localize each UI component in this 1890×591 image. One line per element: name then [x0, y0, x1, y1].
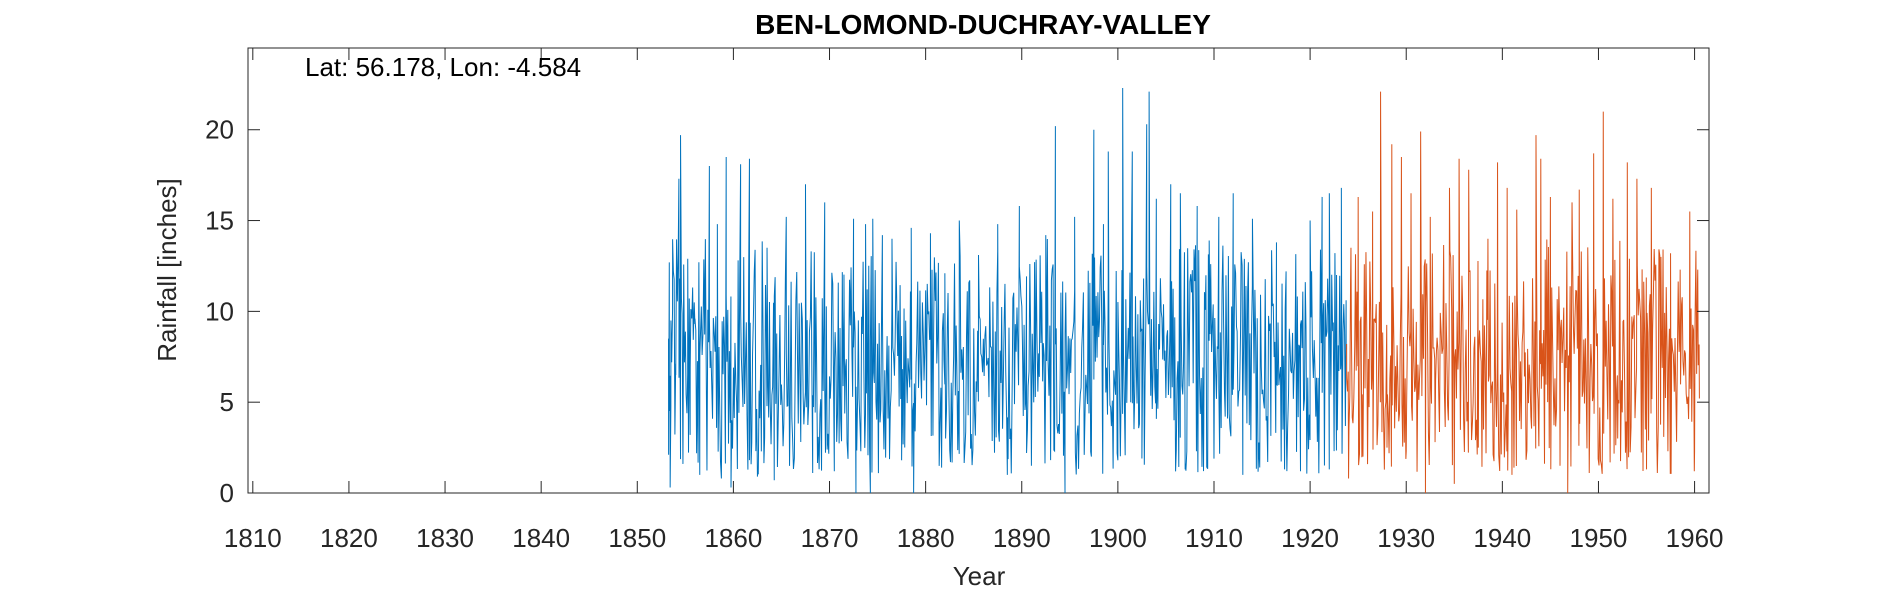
x-tick-label: 1950: [1570, 523, 1628, 553]
x-tick-label: 1870: [801, 523, 859, 553]
series-line-2: [1346, 91, 1700, 494]
x-tick-label: 1930: [1377, 523, 1435, 553]
y-axis-label: Rainfall [inches]: [152, 178, 182, 362]
x-tick-label: 1860: [704, 523, 762, 553]
location-annotation: Lat: 56.178, Lon: -4.584: [305, 52, 581, 82]
x-tick-label: 1890: [993, 523, 1051, 553]
y-tick-label: 5: [220, 387, 234, 417]
x-tick-label: 1910: [1185, 523, 1243, 553]
y-tick-label: 15: [205, 206, 234, 236]
x-tick-label: 1920: [1281, 523, 1339, 553]
y-tick-label: 20: [205, 115, 234, 145]
x-tick-label: 1900: [1089, 523, 1147, 553]
x-tick-label: 1960: [1666, 523, 1724, 553]
y-tick-label: 0: [220, 478, 234, 508]
y-tick-label: 10: [205, 296, 234, 326]
chart-title: BEN-LOMOND-DUCHRAY-VALLEY: [755, 9, 1211, 40]
x-tick-label: 1810: [224, 523, 282, 553]
x-axis-label: Year: [953, 561, 1006, 591]
series-line-1: [668, 87, 1347, 494]
x-tick-label: 1840: [512, 523, 570, 553]
x-tick-label: 1830: [416, 523, 474, 553]
x-tick-label: 1820: [320, 523, 378, 553]
series-layer: [668, 87, 1700, 494]
ticks-layer: 1810 1820 1830 1840 1850 1860 1870 1880 1890 1900…: [205, 48, 1724, 553]
x-tick-label: 1940: [1473, 523, 1531, 553]
x-tick-label: 1880: [897, 523, 955, 553]
x-tick-label: 1850: [608, 523, 666, 553]
